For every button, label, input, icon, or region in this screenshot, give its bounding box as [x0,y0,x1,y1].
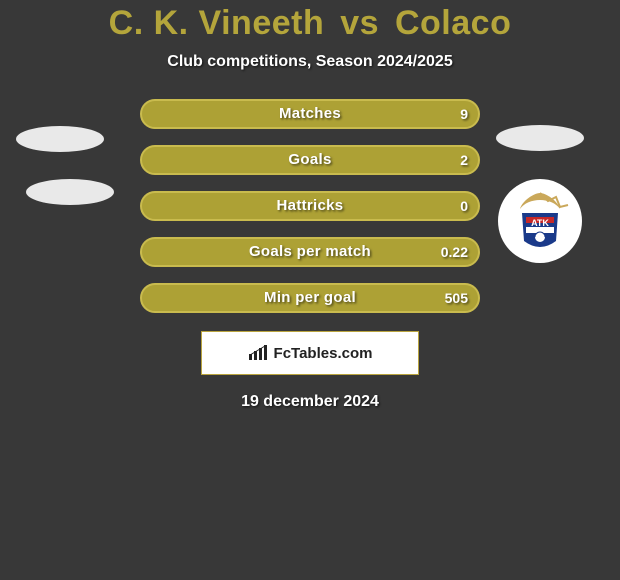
fctables-watermark[interactable]: FcTables.com [201,331,419,375]
stat-row: Matches9 [140,99,480,129]
right-club-badge: ATK [498,179,582,263]
club-crest-icon: ATK [498,179,582,263]
title-vs: vs [340,4,379,42]
fctables-label: FcTables.com [274,345,373,362]
page-title: C. K. Vineeth vs Colaco [0,4,620,43]
bar-chart-icon [248,345,270,361]
stat-row: Goals per match0.22 [140,237,480,267]
stat-value-right: 505 [445,285,468,311]
title-player2: Colaco [395,4,511,42]
title-player1: C. K. Vineeth [109,4,325,42]
stat-label: Matches [142,101,478,127]
svg-text:ATK: ATK [531,218,549,228]
stat-label: Goals [142,147,478,173]
stat-value-right: 9 [460,101,468,127]
snapshot-date: 19 december 2024 [0,393,620,411]
stat-row: Min per goal505 [140,283,480,313]
comparison-rows: ATK Matches9 Goals2 Hattricks0 Goals per ma… [0,99,620,313]
left-club-ellipse-2 [26,179,114,205]
stat-label: Hattricks [142,193,478,219]
page-root: C. K. Vineeth vs Colaco Club competition… [0,0,620,580]
stat-row: Goals2 [140,145,480,175]
stat-value-right: 2 [460,147,468,173]
stat-value-right: 0 [460,193,468,219]
right-club-ellipse [496,125,584,151]
stat-label: Min per goal [142,285,478,311]
subtitle: Club competitions, Season 2024/2025 [0,53,620,71]
stat-label: Goals per match [142,239,478,265]
stat-row: Hattricks0 [140,191,480,221]
left-club-ellipse-1 [16,126,104,152]
stat-value-right: 0.22 [441,239,468,265]
